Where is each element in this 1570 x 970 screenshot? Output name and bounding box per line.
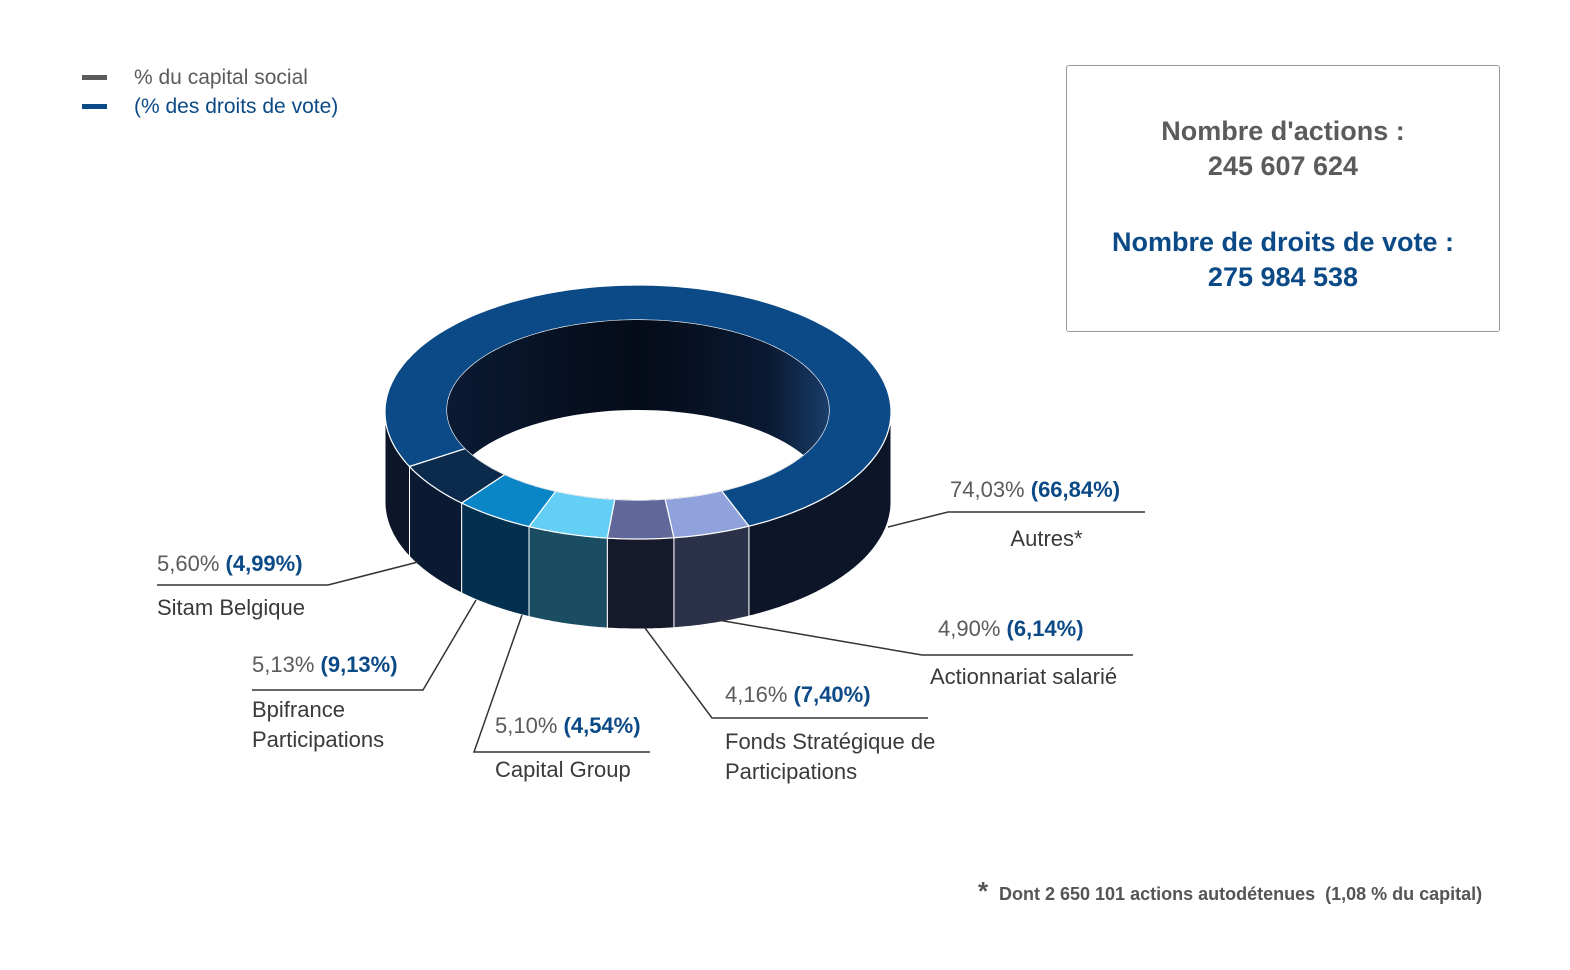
- vote-label: (6,14%): [1006, 616, 1084, 641]
- vote-label: (9,13%): [320, 652, 398, 677]
- slice-side: [528, 525, 608, 629]
- category-label: Actionnariat salarié: [930, 664, 1118, 689]
- votes-label: Nombre de droits de vote :: [1111, 227, 1455, 257]
- donut: [157, 284, 1145, 753]
- capital-label: 74,03%: [950, 477, 1025, 502]
- legend-label: % du capital social: [134, 66, 308, 89]
- shares-value: 245 607 624: [1207, 151, 1359, 181]
- value-label: 4,16% (7,40%): [725, 680, 871, 710]
- leader-line: [644, 627, 928, 719]
- slice-side: [606, 537, 675, 630]
- capital-label: 5,60%: [157, 551, 220, 576]
- capital-label: 4,90%: [938, 616, 1001, 641]
- hole-opening: [447, 410, 829, 500]
- capital-label: 5,13%: [252, 652, 315, 677]
- info-box: Nombre d'actions : 245 607 624 Nombre de…: [1066, 65, 1500, 332]
- category-label: Bpifrance Participations: [252, 697, 385, 752]
- slice: [606, 498, 675, 540]
- category-label: Autres*: [1010, 526, 1083, 551]
- value-label: 5,10% (4,54%): [495, 711, 641, 741]
- vote-label: (4,54%): [563, 713, 641, 738]
- leader-line: [252, 599, 477, 691]
- value-label: 74,03% (66,84%): [950, 475, 1120, 505]
- value-label: 4,90% (6,14%): [938, 614, 1084, 644]
- footnote-marker: *: [978, 876, 989, 906]
- shares-label: Nombre d'actions :: [1161, 116, 1405, 146]
- votes-value: 275 984 538: [1207, 262, 1359, 292]
- footnote: Dont 2 650 101 actions autodétenues (1,0…: [999, 884, 1483, 904]
- slice-side: [673, 525, 750, 629]
- category-label: Fonds Stratégique de Participations: [725, 729, 936, 784]
- leader-line: [887, 511, 1145, 528]
- capital-label: 4,16%: [725, 682, 788, 707]
- leader-line: [717, 619, 1133, 656]
- legend-swatch: [82, 75, 107, 80]
- value-label: 5,60% (4,99%): [157, 549, 303, 579]
- vote-label: (7,40%): [793, 682, 871, 707]
- capital-label: 5,10%: [495, 713, 558, 738]
- category-label: Sitam Belgique: [157, 595, 305, 620]
- legend-swatch: [82, 104, 107, 109]
- vote-label: (4,99%): [225, 551, 303, 576]
- leader-line: [157, 561, 419, 586]
- legend-label: (% des droits de vote): [134, 95, 338, 118]
- category-label: Capital Group: [495, 757, 631, 782]
- value-label: 5,13% (9,13%): [252, 650, 398, 680]
- leader-line: [472, 614, 650, 753]
- vote-label: (66,84%): [1030, 477, 1121, 502]
- legend: % du capital social (% des droits de vote…: [82, 66, 338, 118]
